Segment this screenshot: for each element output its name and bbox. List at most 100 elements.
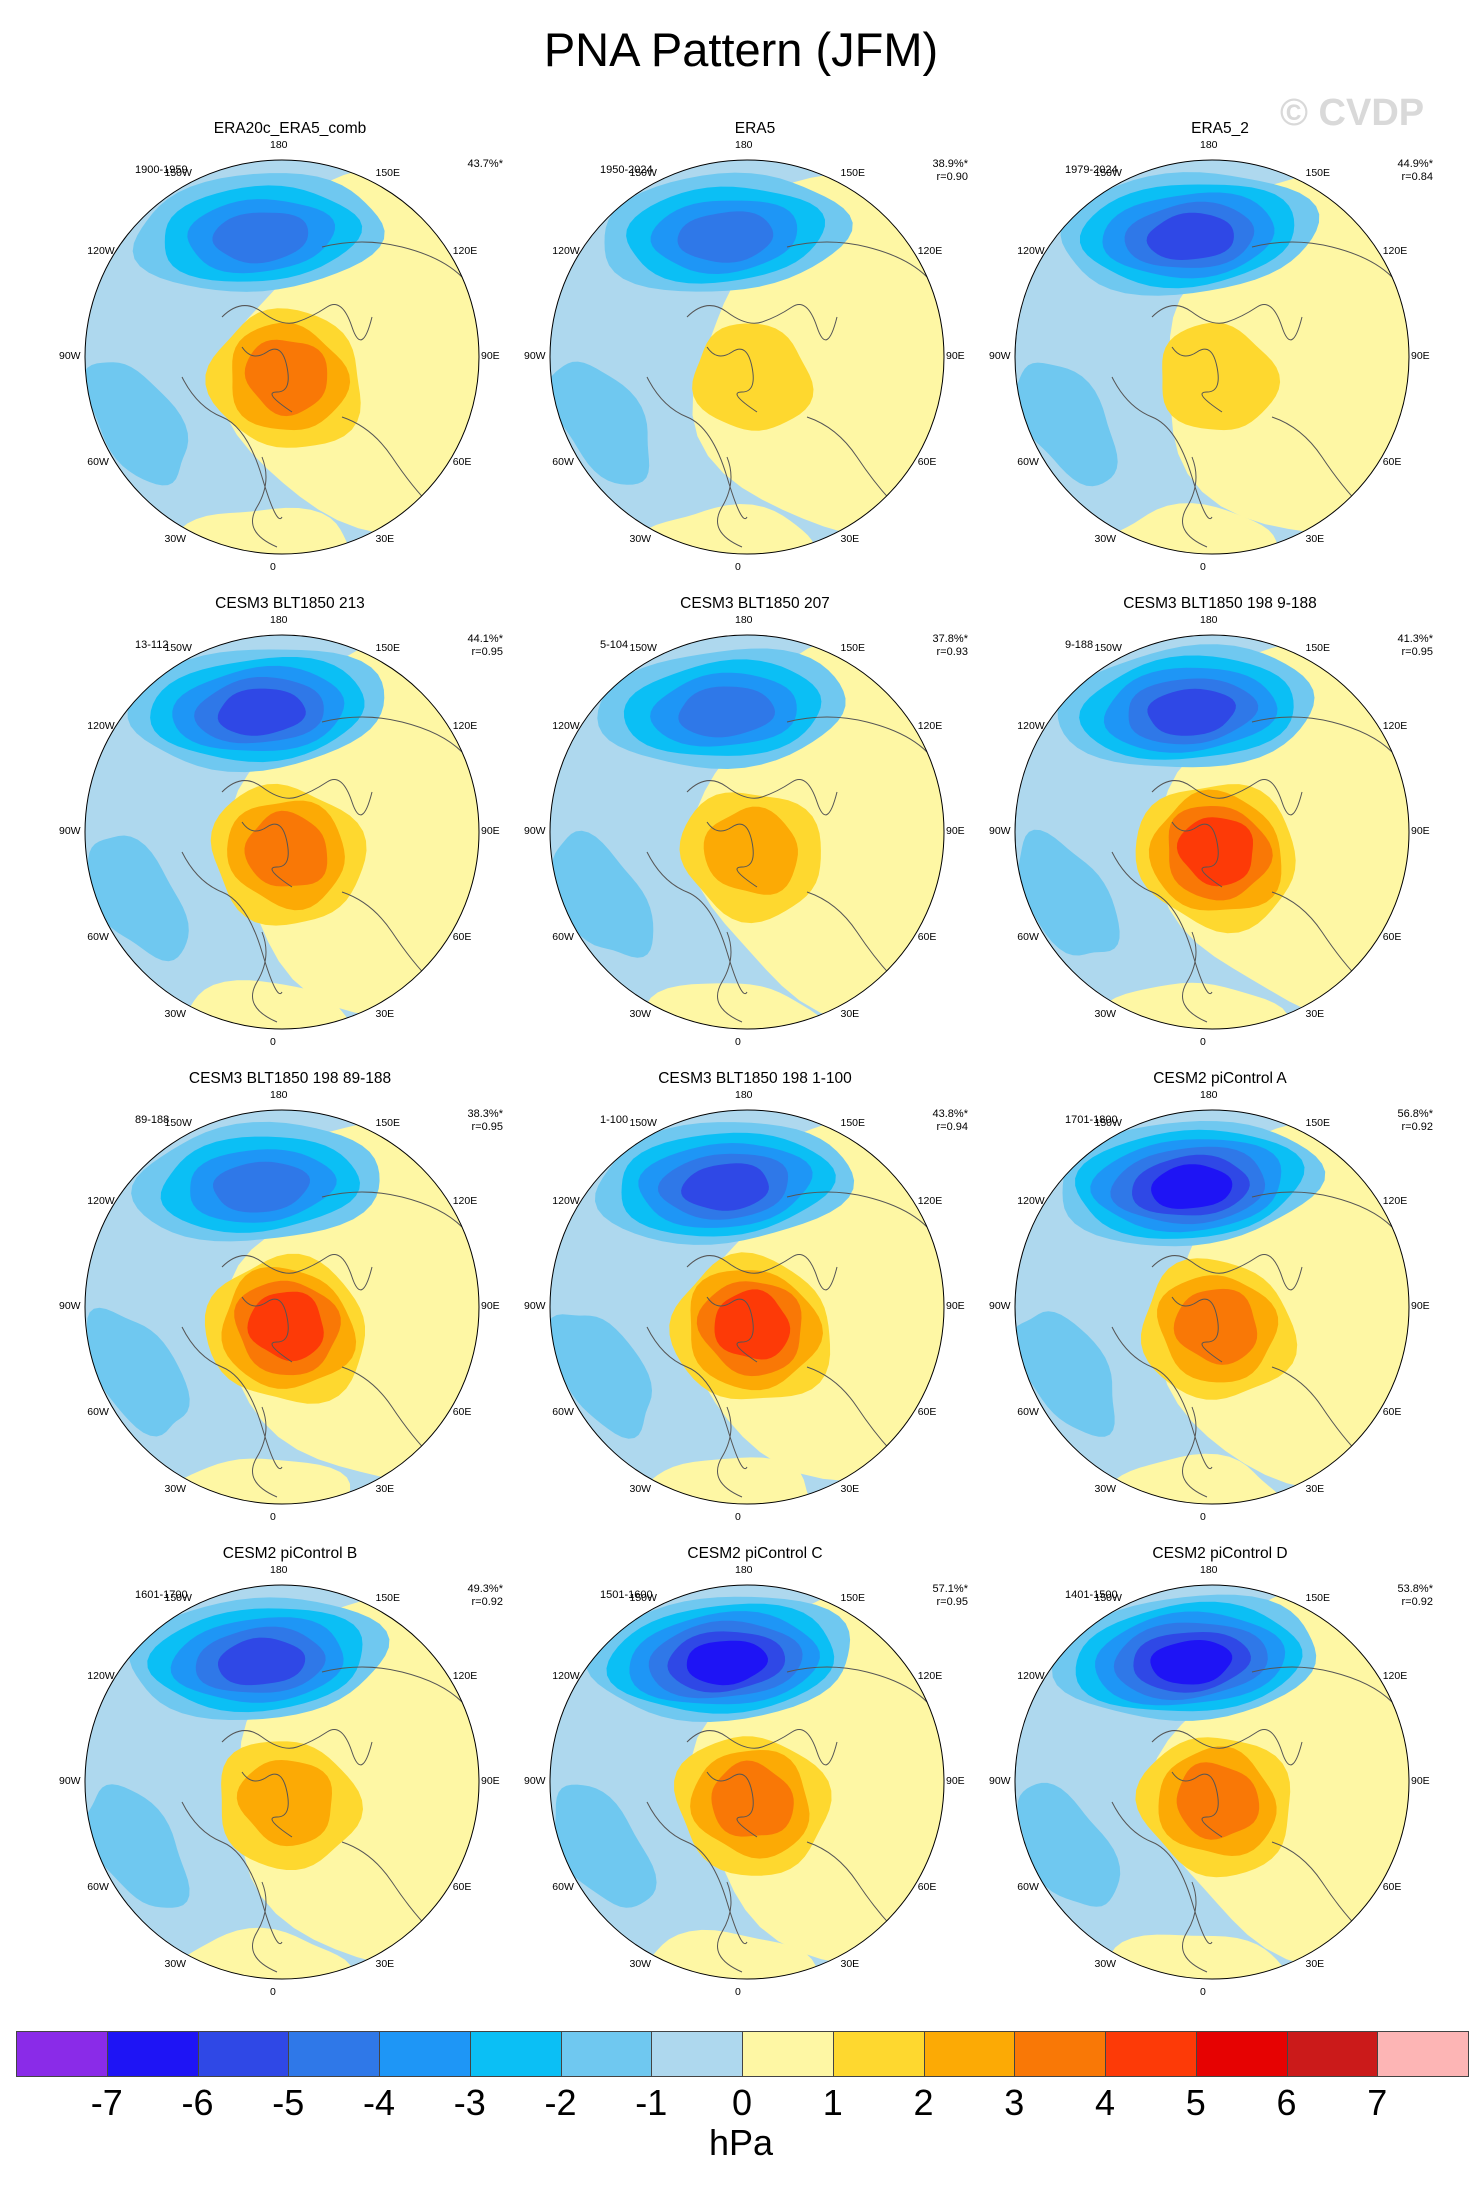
negative-contour [1146,212,1234,260]
positive-region [219,230,479,536]
longitude-label: 150E [375,642,401,655]
longitude-label: 90W [989,350,1011,362]
map-border [1014,1584,1410,1980]
positive-region [1106,1934,1287,1979]
map-border [84,1584,480,1980]
panel-years: 1900-1959 [135,164,188,176]
longitude-label: 150W [1094,642,1122,655]
panel-pattern-correlation: r=0.92 [1401,1121,1434,1133]
longitude-label: 120E [452,719,478,732]
positive-region [229,707,479,1016]
panel-title: CESM3 BLT1850 198 9-188 [1123,595,1317,612]
longitude-label: 60E [452,1880,472,1893]
panel-pattern-correlation: r=0.95 [1401,646,1434,658]
longitude-label: 30E [375,532,395,545]
longitude-label: 90E [1411,1300,1430,1312]
panel-title: CESM2 piControl C [687,1545,823,1562]
longitude-label: 30E [375,1957,395,1970]
longitude-label: 180 [1200,139,1218,151]
longitude-label: 60E [917,1405,937,1418]
colorbar-tick-label: -3 [453,2082,486,2123]
positive-region [171,980,357,1029]
longitude-label: 0 [270,1986,276,1998]
panel-variance-pct: 57.1%* [932,1583,968,1595]
positive-region [692,232,944,537]
longitude-label: 120E [917,1194,943,1207]
positive-region [1098,503,1279,554]
longitude-label: 120E [1382,1669,1408,1682]
positive-contour [236,1760,332,1847]
longitude-label: 120W [1017,1194,1045,1207]
longitude-label: 90W [524,825,546,837]
longitude-label: 150W [164,1117,192,1130]
longitude-label: 60E [452,455,472,468]
longitude-label: 30W [629,532,652,545]
positive-region [1149,1663,1409,1969]
longitude-label: 60E [1382,1880,1402,1893]
longitude-label: 90W [524,1300,546,1312]
longitude-label: 90W [989,1300,1011,1312]
panel-variance-pct: 43.7%* [467,158,503,170]
colorbar-box [742,2031,834,2077]
longitude-label: 180 [1200,614,1218,626]
positive-region [638,1929,820,1979]
panel-years: 1701-1800 [1065,1114,1118,1126]
colorbar-tick-label: 0 [731,2082,753,2123]
panel-title: ERA5 [734,120,776,137]
longitude-label: 60E [917,930,937,943]
map-panel: CESM2 piControl D 1401-1500 53.8%* r=0.92 18… [985,1545,1455,2020]
longitude-label: 90W [989,825,1011,837]
panel-variance-pct: 44.1%* [467,633,503,645]
longitude-label: 60W [1017,455,1039,468]
map-border [84,159,480,555]
longitude-label: 120W [552,1194,580,1207]
panel-title: CESM3 BLT1850 198 89-188 [188,1070,392,1087]
longitude-label: 120W [1017,244,1045,257]
colorbar-tick-label: 1 [822,2082,843,2123]
longitude-label: 90E [946,825,965,837]
longitude-label: 0 [1200,561,1206,573]
map-panel: CESM3 BLT1850 198 9-188 9-188 41.3%* r=0.95… [985,595,1455,1070]
colorbar-box [923,2031,1016,2077]
longitude-label: 30E [1305,1007,1325,1020]
colorbar-tick-label: 3 [1004,2082,1025,2123]
longitude-label: 150E [375,1117,401,1130]
negative-contour [678,686,775,738]
panel-title: ERA5_2 [1191,120,1249,137]
polar-map [549,1584,945,1980]
colorbar-box [469,2031,562,2077]
polar-map [1014,1109,1410,1505]
negative-contour [87,835,189,962]
longitude-label: 150E [840,1117,866,1130]
map-panel: CESM3 BLT1850 198 89-188 89-188 38.3%* r=0.… [55,1070,525,1545]
longitude-label: 0 [1200,1511,1206,1523]
negative-contour [686,1640,768,1686]
longitude-label: 120W [87,1194,115,1207]
negative-contour [213,1161,310,1213]
longitude-label: 30E [375,1007,395,1020]
longitude-label: 150E [1305,1117,1331,1130]
map-border [84,1109,480,1505]
panel-variance-pct: 56.8%* [1397,1108,1433,1120]
map-panel: ERA20c_ERA5_comb 1900-1959 43.7%* 180 150E 12… [55,120,525,595]
polar-map [1014,159,1410,555]
coastline [1111,1191,1409,1498]
positive-contour [1173,1288,1258,1365]
panel-variance-pct: 38.3%* [467,1108,503,1120]
page-title: PNA Pattern (JFM) [543,23,939,76]
longitude-label: 30E [840,1482,860,1495]
longitude-label: 90E [481,1775,500,1787]
longitude-label: 30W [164,1007,187,1020]
positive-region [239,1662,479,1967]
map-border [549,1584,945,1980]
longitude-label: 0 [735,1511,741,1523]
colorbar-tick-label: -1 [635,2082,668,2123]
longitude-label: 90E [1411,1775,1430,1787]
longitude-label: 180 [735,1564,753,1576]
longitude-label: 150E [840,642,866,655]
polar-map [84,159,480,555]
longitude-label: 150W [629,167,657,180]
negative-contour [1015,362,1118,487]
negative-contour [85,1784,190,1908]
longitude-label: 90E [481,350,500,362]
